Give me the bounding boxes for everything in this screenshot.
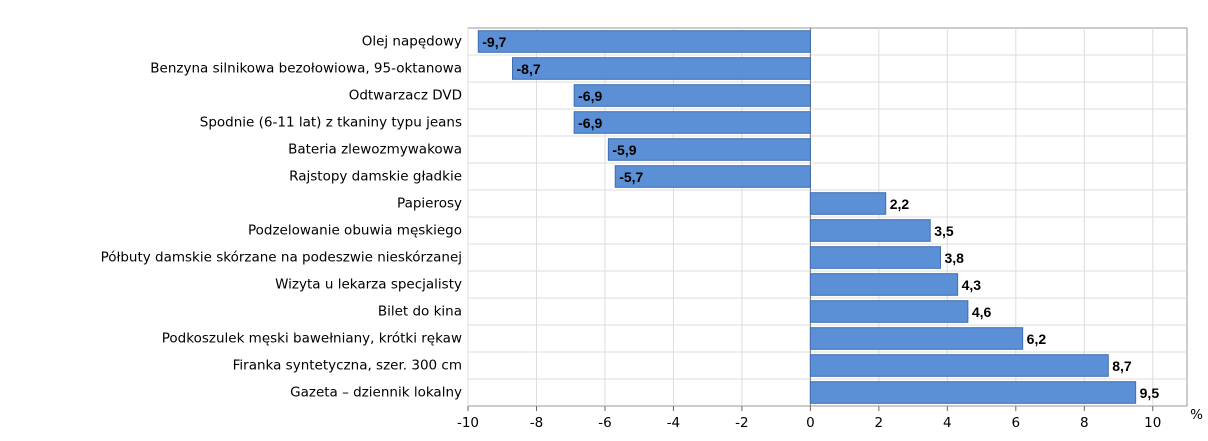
bar bbox=[512, 57, 811, 80]
value-label: 2,2 bbox=[890, 196, 910, 212]
value-label: 3,5 bbox=[934, 223, 954, 239]
bar bbox=[809, 354, 1109, 377]
bar bbox=[809, 300, 969, 323]
x-tick-label: -8 bbox=[530, 415, 543, 431]
value-label: 4,6 bbox=[972, 304, 992, 320]
value-label: -6,9 bbox=[578, 115, 602, 131]
y-tick-label: Gazeta – dziennik lokalny bbox=[290, 385, 462, 401]
value-label: 4,3 bbox=[962, 277, 982, 293]
x-tick-label: 4 bbox=[943, 415, 952, 431]
x-tick-label: -2 bbox=[735, 415, 748, 431]
x-axis-label: % bbox=[1190, 407, 1203, 423]
value-label: -5,9 bbox=[612, 142, 636, 158]
value-label: 9,5 bbox=[1140, 385, 1160, 401]
bar bbox=[614, 165, 811, 188]
x-tick-label: -6 bbox=[598, 415, 611, 431]
bar bbox=[809, 246, 941, 269]
value-label: 3,8 bbox=[944, 250, 964, 266]
x-tick-label: 0 bbox=[806, 415, 815, 431]
x-tick-label: -10 bbox=[457, 415, 479, 431]
y-tick-label: Odtwarzacz DVD bbox=[349, 88, 462, 104]
y-tick-label: Rajstopy damskie gładkie bbox=[289, 169, 462, 185]
y-tick-label: Firanka syntetyczna, szer. 300 cm bbox=[233, 358, 462, 374]
bar bbox=[573, 84, 811, 107]
bar bbox=[809, 381, 1137, 404]
x-tick-label: 6 bbox=[1012, 415, 1021, 431]
y-tick-label: Bateria zlewozmywakowa bbox=[288, 142, 462, 158]
value-label: -6,9 bbox=[578, 88, 602, 104]
y-tick-label: Olej napędowy bbox=[362, 34, 462, 50]
x-tick-label: 10 bbox=[1144, 415, 1161, 431]
bar bbox=[809, 273, 959, 296]
y-tick-label: Wizyta u lekarza specjalisty bbox=[275, 277, 462, 293]
bar bbox=[809, 327, 1024, 350]
y-tick-label: Papierosy bbox=[397, 196, 462, 212]
y-tick-label: Półbuty damskie skórzane na podeszwie ni… bbox=[101, 250, 462, 266]
y-tick-label: Bilet do kina bbox=[378, 304, 462, 320]
value-label: 8,7 bbox=[1112, 358, 1132, 374]
bar bbox=[809, 219, 931, 242]
bar bbox=[477, 30, 811, 53]
y-tick-label: Benzyna silnikowa bezołowiowa, 95-oktano… bbox=[150, 61, 462, 77]
value-label: -9,7 bbox=[482, 34, 506, 50]
y-tick-label: Podzelowanie obuwia męskiego bbox=[248, 223, 462, 239]
bar bbox=[573, 111, 811, 134]
bar bbox=[809, 192, 887, 215]
x-tick-label: 2 bbox=[875, 415, 884, 431]
bar bbox=[607, 138, 811, 161]
y-tick-label: Podkoszulek męski bawełniany, krótki ręk… bbox=[162, 331, 462, 347]
value-label: 6,2 bbox=[1027, 331, 1047, 347]
x-tick-label: -4 bbox=[667, 415, 680, 431]
value-label: -5,7 bbox=[619, 169, 643, 185]
value-label: -8,7 bbox=[517, 61, 541, 77]
x-tick-label: 8 bbox=[1080, 415, 1089, 431]
y-tick-label: Spodnie (6-11 lat) z tkaniny typu jeans bbox=[200, 115, 462, 131]
